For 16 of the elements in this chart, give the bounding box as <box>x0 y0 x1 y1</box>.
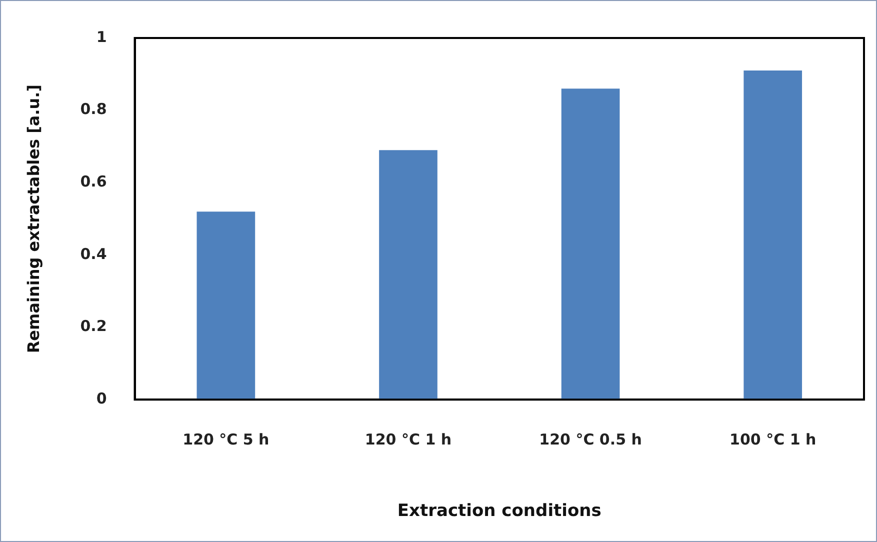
y-tick-label: 0.8 <box>80 100 107 118</box>
y-axis-title: Remaining extractables [a.u.] <box>24 84 43 354</box>
bar <box>561 88 620 400</box>
bar <box>744 70 802 400</box>
x-tick-label: 120 °C 0.5 h <box>539 430 642 448</box>
y-tick-label: 0.4 <box>80 244 107 263</box>
x-tick-label: 100 °C 1 h <box>730 430 816 448</box>
y-tick-label: 1 <box>96 28 107 46</box>
y-tick-label: 0.2 <box>80 317 107 336</box>
bar <box>379 150 438 400</box>
y-tick-label: 0 <box>96 389 107 408</box>
bar <box>196 212 256 400</box>
x-tick-label: 120 °C 5 h <box>182 430 270 448</box>
x-tick-label: 120 °C 1 h <box>364 430 452 448</box>
x-axis-title: Extraction conditions <box>397 501 602 522</box>
y-tick-label: 0.6 <box>80 172 107 191</box>
